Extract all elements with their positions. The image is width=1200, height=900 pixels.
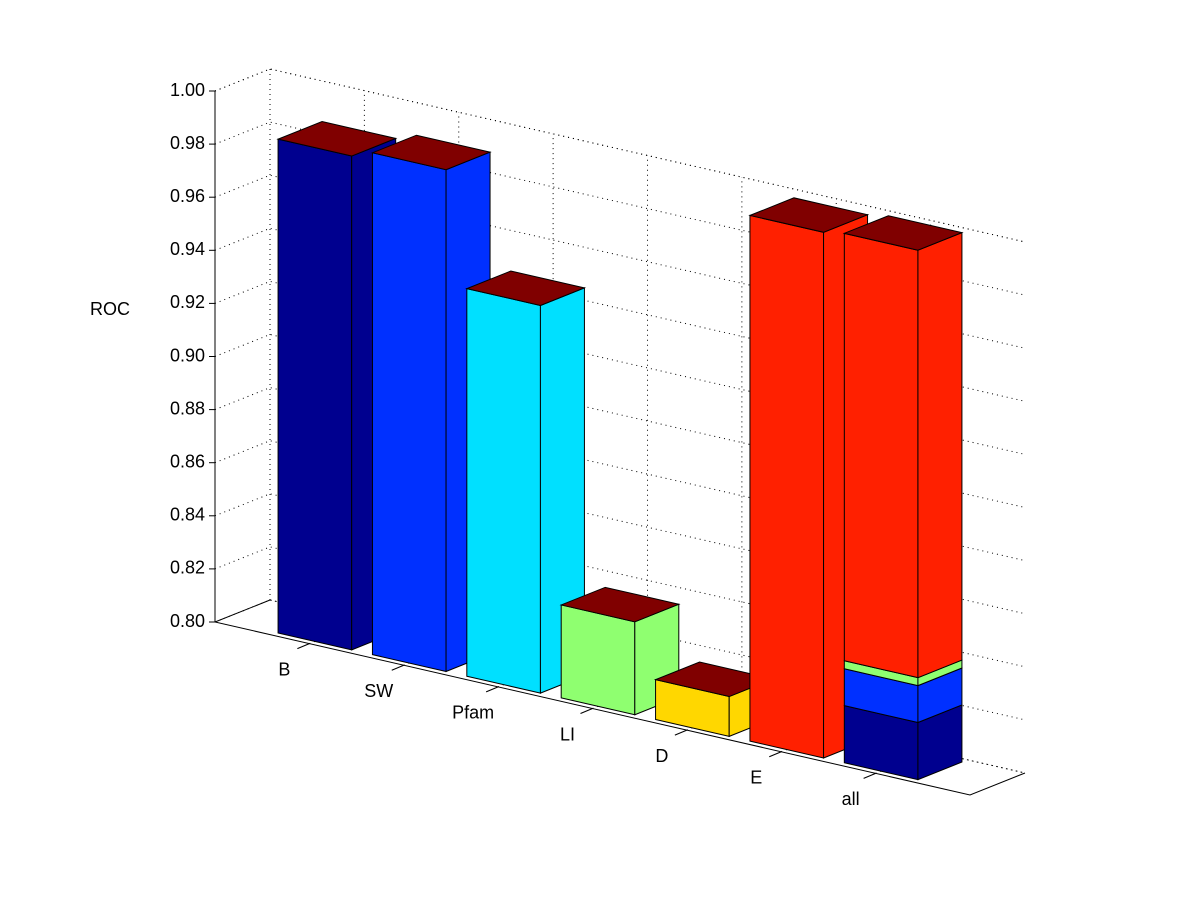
bar [843, 704, 963, 781]
y-tick-label: 0.86 [170, 451, 205, 471]
y-tick-label: 1.00 [170, 80, 205, 100]
x-tick [297, 643, 310, 650]
x-tick-label: B [278, 659, 290, 679]
bar-front [466, 287, 541, 694]
bar-top [465, 270, 587, 307]
y-tick-label: 0.90 [170, 345, 205, 365]
x-tick-label: all [842, 789, 860, 809]
x-tick [580, 708, 593, 714]
bar-top [559, 586, 681, 623]
y-tick-label: 0.88 [170, 398, 205, 418]
y-axis-label: ROC [90, 299, 130, 319]
x-tick [674, 729, 688, 736]
x-tick-label: E [750, 768, 762, 788]
x-tick [485, 686, 499, 693]
grid-line [214, 68, 1026, 243]
bar [842, 215, 964, 679]
y-tick-label: 0.96 [170, 186, 205, 206]
axis-line [214, 599, 271, 623]
bar-side [917, 231, 963, 679]
bar-front [749, 214, 825, 759]
bar-front [560, 604, 636, 716]
bar [465, 270, 587, 694]
bar-top [748, 197, 870, 233]
x-tick-label: SW [364, 681, 393, 701]
x-tick-label: LI [560, 724, 575, 744]
x-tick-label: Pfam [452, 703, 494, 723]
x-tick-label: D [655, 746, 668, 766]
x-tick [391, 664, 404, 671]
y-tick-label: 0.98 [170, 133, 205, 153]
y-tick-label: 0.84 [170, 505, 205, 525]
bar-front [371, 152, 447, 673]
bar [559, 586, 681, 716]
bar-top [370, 134, 492, 171]
x-tick [769, 751, 782, 758]
x-tick [863, 772, 876, 779]
y-tick-label: 0.80 [170, 611, 205, 631]
bar-top [276, 121, 398, 157]
y-tick-label: 0.92 [170, 292, 205, 312]
grid-line [686, 177, 743, 731]
y-tick-label: 0.94 [170, 239, 205, 259]
bar-top [842, 215, 964, 251]
bar-front [843, 232, 919, 679]
y-tick-label: 0.82 [170, 558, 205, 578]
bar-front [277, 138, 353, 651]
